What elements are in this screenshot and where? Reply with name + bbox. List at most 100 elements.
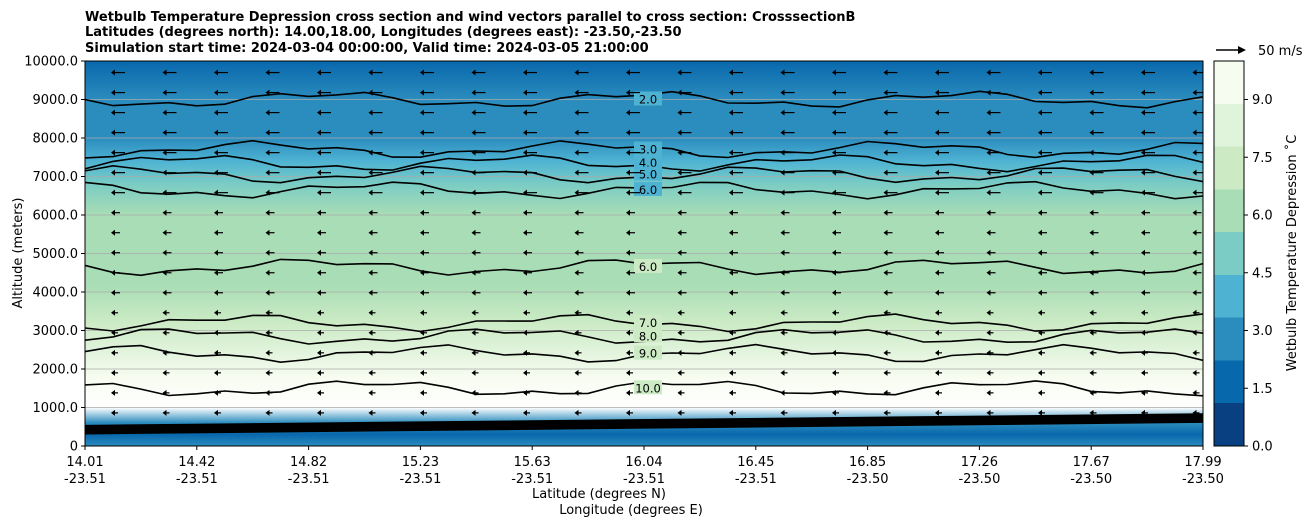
wind-arrowhead [986, 369, 991, 376]
wind-arrowhead [214, 269, 218, 276]
wind-arrowhead [1089, 149, 1094, 156]
contour-label: 4.0 [639, 156, 657, 170]
y-tick-label: 4000.0 [33, 286, 79, 301]
wind-arrowhead [780, 409, 785, 416]
wind-arrowhead [574, 229, 579, 236]
wind-arrowhead [368, 409, 373, 416]
wind-arrowhead [1038, 329, 1042, 336]
surface-contour-band [85, 413, 1203, 435]
wind-arrowhead [368, 249, 373, 256]
wind-arrowhead [729, 129, 733, 136]
wind-arrowhead [162, 129, 167, 136]
wind-arrowhead [935, 249, 939, 256]
wind-arrowhead [832, 69, 836, 76]
wind-arrowhead [523, 369, 527, 376]
wind-arrowhead [883, 269, 888, 276]
wind-arrowhead [317, 389, 321, 396]
wind-arrowhead [471, 109, 476, 116]
x-tick-label-lat: 14.82 [290, 455, 327, 470]
x-tick-label-lon: -23.51 [399, 472, 441, 487]
wind-arrowhead [1089, 189, 1094, 196]
wind-arrowhead [1089, 89, 1094, 96]
wind-arrowhead [780, 129, 785, 136]
colorbar-tick-label: 7.5 [1252, 151, 1273, 166]
wind-arrowhead [883, 169, 888, 176]
wind-arrowhead [111, 369, 115, 376]
wind-arrowhead [626, 189, 630, 196]
wind-arrowhead [420, 169, 424, 176]
wind-arrowhead [780, 89, 785, 96]
wind-arrowhead [162, 149, 167, 156]
wind-arrowhead [471, 189, 476, 196]
wind-arrowhead [1141, 409, 1145, 416]
wind-arrowhead [986, 209, 991, 216]
wind-arrowhead [1038, 269, 1042, 276]
wind-arrowhead [574, 289, 579, 296]
wind-arrowhead [780, 169, 785, 176]
wind-arrowhead [1141, 109, 1145, 116]
wind-arrowhead [471, 149, 476, 156]
x-tick-label-lon: -23.51 [288, 472, 330, 487]
wind-arrowhead [1038, 69, 1042, 76]
wind-arrowhead [214, 229, 218, 236]
wind-arrowhead [1038, 209, 1042, 216]
wind-arrowhead [780, 269, 785, 276]
wind-arrowhead [214, 249, 218, 256]
wind-arrowhead [986, 269, 991, 276]
wind-arrowhead [1089, 309, 1094, 316]
wind-arrowhead [626, 369, 630, 376]
wind-arrowhead [523, 309, 527, 316]
wind-arrowhead [265, 149, 270, 156]
colorbar-tick-label: 9.0 [1252, 93, 1273, 108]
wind-arrowhead [317, 189, 321, 196]
contour-label-bg [634, 91, 662, 106]
x-axis-label-latitude: Latitude (degrees N) [532, 487, 666, 502]
x-tick-label-lat: 15.63 [514, 455, 551, 470]
wind-arrowhead [935, 269, 939, 276]
wind-arrowhead [368, 109, 373, 116]
y-tick-label: 5000.0 [33, 247, 79, 262]
wind-arrowhead [574, 189, 579, 196]
wind-arrowhead [1038, 389, 1042, 396]
contour-label: 10.0 [635, 381, 661, 395]
wind-arrowhead [214, 349, 218, 356]
wind-arrowhead [265, 309, 270, 316]
contour-label-bg [634, 155, 662, 170]
wind-arrowhead [471, 309, 476, 316]
wind-arrowhead [1192, 169, 1197, 176]
wind-arrowhead [1038, 189, 1042, 196]
wind-arrowhead [214, 149, 218, 156]
wind-arrowhead [420, 269, 424, 276]
wind-arrowhead [832, 389, 836, 396]
wind-arrowhead [162, 289, 167, 296]
wind-arrowhead [935, 409, 939, 416]
wind-arrowhead [626, 169, 630, 176]
wind-arrowhead [368, 69, 373, 76]
wind-arrowhead [162, 109, 167, 116]
wind-arrowhead [523, 389, 527, 396]
colorbar-tick-label: 3.0 [1252, 324, 1273, 339]
wind-arrowhead [883, 389, 888, 396]
wind-arrowhead [1141, 189, 1145, 196]
wind-arrowhead [523, 149, 527, 156]
wind-arrowhead [626, 349, 630, 356]
wind-arrowhead [986, 329, 991, 336]
wind-arrowhead [780, 249, 785, 256]
wind-arrowhead [111, 349, 115, 356]
wind-arrowhead [317, 409, 321, 416]
wind-arrowhead [1089, 109, 1094, 116]
wind-arrowhead [935, 89, 939, 96]
wind-arrowhead [677, 309, 682, 316]
wind-arrowhead [883, 129, 888, 136]
wind-arrowhead [729, 349, 733, 356]
wind-arrowhead [677, 329, 682, 336]
contour-label-bg [634, 380, 662, 395]
wind-arrowhead [935, 209, 939, 216]
wind-arrowhead [677, 169, 682, 176]
wind-arrowhead [883, 209, 888, 216]
x-tick-label-lon: -23.51 [735, 472, 777, 487]
wind-arrowhead [368, 169, 373, 176]
wind-arrowhead [729, 189, 733, 196]
wind-arrowhead [368, 189, 373, 196]
wind-arrowhead [111, 269, 115, 276]
